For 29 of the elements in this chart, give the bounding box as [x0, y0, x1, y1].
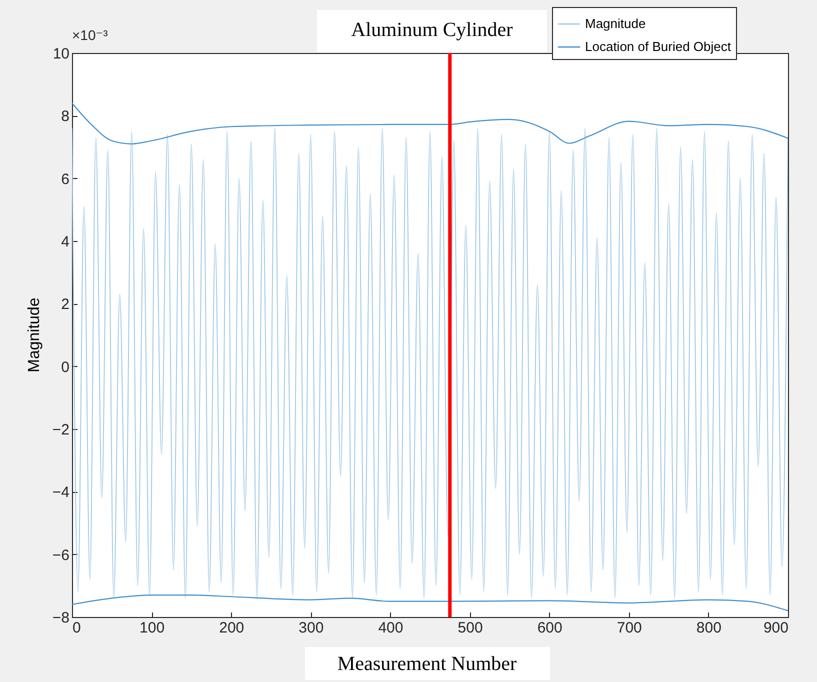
x-tick-label: 500 [458, 620, 483, 636]
line-series [72, 594, 788, 612]
x-tick-label: 800 [696, 620, 722, 636]
x-tick-label: 100 [140, 620, 165, 636]
chart-title: Aluminum Cylinder [351, 19, 514, 41]
x-tick-label: 0 [72, 620, 81, 636]
x-axis-title: Measurement Number [337, 653, 518, 675]
x-tick-label: 900 [763, 620, 788, 636]
y-tick-label: −8 [52, 610, 70, 626]
y-tick-label: 0 [61, 358, 70, 376]
y-tick-label: 8 [61, 108, 70, 126]
y-tick-label: 2 [61, 296, 70, 314]
y-tick-label: −4 [52, 484, 70, 502]
x-tick-label: 200 [219, 620, 244, 636]
x-tick-label: 700 [616, 620, 642, 636]
y-tick-label: −6 [52, 546, 70, 564]
legend-label: Location of Buried Object [585, 39, 732, 54]
line-series [72, 128, 788, 599]
y-tick-label: 6 [61, 170, 70, 188]
x-tick-label: 300 [298, 620, 324, 636]
text: ×10⁻³ [72, 27, 108, 43]
line-series [72, 102, 788, 144]
y-tick-label: −2 [52, 422, 70, 438]
legend-label: Magnitude [585, 16, 646, 31]
x-tick-label: 600 [537, 620, 562, 636]
x-tick-label: 400 [378, 620, 404, 636]
y-tick-label: 10 [52, 46, 70, 62]
y-tick-label: 4 [61, 234, 70, 250]
y-axis-title: Magnitude [26, 298, 43, 372]
